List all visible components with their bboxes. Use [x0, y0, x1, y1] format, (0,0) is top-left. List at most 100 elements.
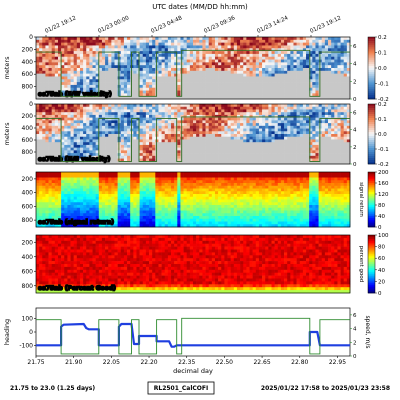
x-tick-label: 22.80	[291, 359, 308, 366]
colorbar-segment	[368, 110, 375, 113]
colorbar-segment	[368, 49, 375, 52]
colorbar: 100 80 60 40 20 0 percent good	[358, 233, 389, 297]
colorbar-segment	[368, 216, 375, 219]
colorbar-tick-label: -0.1	[378, 147, 389, 153]
colorbar-segment	[368, 225, 375, 228]
colorbar-segment	[368, 183, 375, 186]
x-tick-label: 21.90	[65, 359, 82, 366]
x-tick-label: 22.95	[329, 359, 346, 366]
panel-heading-speed: 100 0 -100 heading 6 4 2 0 speed, m/s 21.75 21.90 2…	[3, 307, 371, 375]
colorbar-tick-label: 0.0	[378, 132, 387, 138]
colorbar-segment	[368, 160, 375, 163]
y-tick-label: 800	[22, 84, 34, 91]
y-tick-label: 0	[29, 101, 33, 108]
y-tick-label: 200	[22, 239, 34, 246]
speed-overlay-line	[36, 49, 350, 97]
colorbar-segment	[368, 116, 375, 119]
colorbar-tick-label: 0.2	[378, 102, 387, 108]
colorbar-segment	[368, 250, 375, 253]
colorbar-segment	[368, 205, 375, 208]
colorbar-segment	[368, 283, 375, 286]
colorbar-segment	[368, 217, 375, 220]
colorbar-segment	[368, 59, 375, 63]
colorbar-segment	[368, 61, 375, 65]
colorbar-segment	[368, 212, 375, 215]
date-tick-label: 01/23 04:48	[150, 15, 183, 35]
left-tick-label: 0	[29, 329, 33, 336]
colorbar-segment	[368, 39, 375, 42]
y-tick-label: 800	[22, 217, 34, 224]
colorbar-segment	[368, 277, 375, 280]
heatmap-cells	[36, 235, 351, 294]
y-tick-label: 800	[22, 283, 34, 290]
colorbar-segment	[368, 240, 375, 244]
colorbar-segment	[368, 258, 375, 261]
plot-frame	[35, 234, 351, 294]
colorbar-segment	[368, 106, 375, 109]
colorbar-tick-label: 0	[378, 291, 382, 297]
colorbar-segment	[368, 37, 375, 40]
colorbar-tick-label: 0.1	[378, 117, 387, 123]
colorbar-tick-label: -0.2	[378, 97, 389, 103]
right-tick-label: 4	[353, 327, 357, 333]
speed-line	[36, 317, 350, 355]
y-tick-label: 600	[22, 71, 34, 78]
colorbar-tick-label: 0.0	[378, 66, 387, 72]
colorbar-segment	[368, 252, 375, 255]
colorbar-segment	[368, 94, 375, 98]
right-tick-label: 0	[353, 97, 357, 103]
colorbar-segment	[368, 78, 375, 81]
colorbar-label: percent good	[358, 246, 364, 283]
colorbar-segment	[368, 120, 375, 123]
colorbar-segment	[368, 142, 375, 145]
right-tick-label: 0	[353, 354, 357, 360]
colorbar-segment	[368, 138, 375, 141]
colorbar-segment	[368, 84, 375, 87]
colorbar-tick-label: 20	[378, 279, 385, 285]
colorbar-segment	[368, 124, 375, 127]
colorbar-segment	[368, 47, 375, 50]
x-tick-label: 22.20	[140, 359, 157, 366]
panel-label: os75nb (Percent Good)	[38, 285, 116, 292]
y-tick-label: 200	[22, 176, 34, 183]
y-axis-label: meters	[3, 56, 11, 80]
colorbar-tick-label: 160	[378, 181, 389, 187]
colorbar-segment	[368, 192, 375, 195]
colorbar: 0.2 0.1 0.0 -0.1 -0.2	[367, 102, 389, 168]
colorbar-segment	[368, 158, 375, 161]
right-tick-label: 2	[353, 79, 357, 85]
footer-range: 21.75 to 23.0 (1.25 days)	[10, 385, 95, 392]
colorbar-segment	[368, 262, 375, 265]
colorbar-segment	[368, 173, 375, 176]
colorbar-segment	[368, 273, 375, 276]
date-tick-label: 01/23 19:12	[309, 15, 342, 35]
y-tick-label: 600	[22, 268, 34, 275]
x-tick-label: 22.65	[253, 359, 270, 366]
colorbar-segment	[368, 90, 375, 94]
colorbar-tick-label: 80	[378, 245, 385, 251]
colorbar-tick-label: 80	[378, 203, 385, 209]
colorbar-segment	[368, 55, 375, 58]
panel-label: os75nb (N/S velocity)	[38, 156, 111, 163]
colorbar-segment	[368, 162, 375, 165]
y-axis-label: meters	[3, 122, 11, 146]
colorbar-segment	[368, 118, 375, 121]
y-tick-label: 400	[22, 59, 34, 66]
top-axis-title: UTC dates (MM/DD hh:mm)	[152, 3, 248, 11]
colorbar-frame	[367, 171, 376, 228]
y-tick-label: 600	[22, 137, 34, 144]
colorbar-segment	[368, 184, 375, 187]
colorbar-segment	[368, 188, 375, 191]
colorbar-segment	[368, 275, 375, 278]
colorbar-segment	[368, 219, 375, 222]
x-tick-label: 22.05	[103, 359, 120, 366]
top-date-axis: 01/22 19:12 01/23 00:00 01/23 04:48 01/23 0…	[44, 15, 342, 37]
date-tick-label: 01/23 09:36	[203, 15, 236, 35]
colorbar-segment	[368, 150, 375, 153]
colorbar-tick-label: 0.2	[378, 35, 387, 41]
colorbar-segment	[368, 265, 375, 269]
colorbar-segment	[368, 223, 375, 226]
colorbar-segment	[368, 208, 375, 211]
